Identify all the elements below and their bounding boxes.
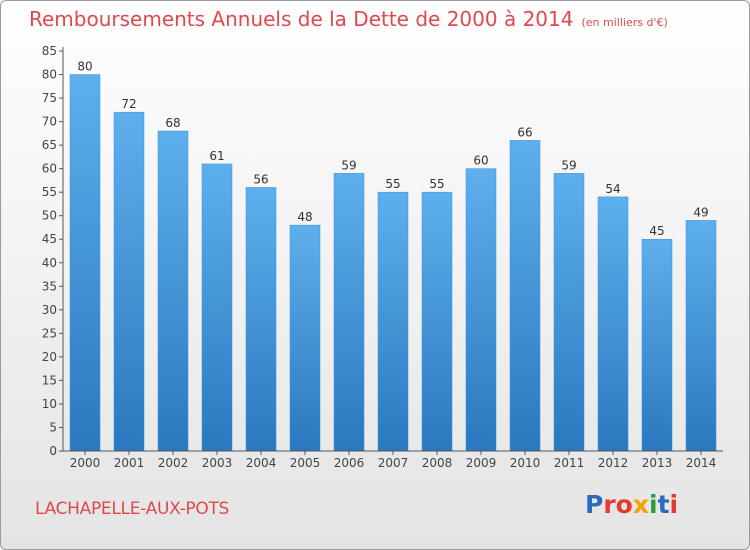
bar-2012 [597, 196, 629, 452]
bar-value-label: 59 [341, 158, 356, 172]
bar-value-label: 48 [297, 210, 312, 224]
y-tick-label: 20 [42, 350, 57, 364]
bar-2013 [641, 238, 673, 452]
x-tick-label: 2005 [290, 456, 321, 470]
x-tick-label: 2000 [70, 456, 101, 470]
bar-2005 [289, 224, 321, 452]
y-tick-label: 35 [42, 279, 57, 293]
bar-2014 [685, 220, 717, 452]
y-tick-label: 40 [42, 256, 57, 270]
x-tick-label: 2007 [378, 456, 409, 470]
bar-value-label: 56 [253, 172, 268, 186]
x-tick-label: 2012 [598, 456, 629, 470]
y-tick-label: 75 [42, 91, 57, 105]
commune-name: LACHAPELLE-AUX-POTS [35, 499, 230, 519]
axes-group: 0 5 10 15 20 25 30 35 40 45 50 55 60 65 70 75 80 85 2000 20… [42, 44, 723, 470]
y-tick-label: 30 [42, 303, 57, 317]
x-tick-label: 2004 [246, 456, 277, 470]
bar-2001 [113, 111, 145, 452]
chart-title: Remboursements Annuels de la Dette de 20… [29, 7, 668, 31]
bar-2000 [69, 74, 101, 452]
y-tick-label: 70 [42, 115, 57, 129]
x-tick-label: 2008 [422, 456, 453, 470]
bars-group: 80 72 68 61 56 48 59 55 55 60 66 59 54 45 49 [69, 60, 717, 452]
bar-2011 [553, 173, 585, 452]
bar-value-label: 59 [561, 158, 576, 172]
y-tick-label: 10 [42, 397, 57, 411]
proxiti-logo: Proxiti [585, 490, 678, 519]
y-tick-label: 60 [42, 162, 57, 176]
bar-2007 [377, 191, 409, 452]
bar-2003 [201, 163, 233, 452]
bar-2008 [421, 191, 453, 452]
bar-value-label: 54 [605, 182, 620, 196]
bar-2002 [157, 130, 189, 452]
y-tick-label: 45 [42, 232, 57, 246]
y-tick-label: 80 [42, 68, 57, 82]
x-tick-label: 2006 [334, 456, 365, 470]
y-tick-label: 0 [49, 444, 57, 458]
y-tick-label: 15 [42, 373, 57, 387]
bar-value-label: 49 [693, 205, 708, 219]
bar-value-label: 80 [77, 60, 92, 74]
logo-letter: r [603, 490, 616, 519]
y-tick-label: 5 [49, 420, 57, 434]
x-tick-label: 2011 [554, 456, 585, 470]
bar-value-label: 60 [473, 154, 488, 168]
x-tick-label: 2001 [114, 456, 145, 470]
x-tick-label: 2013 [642, 456, 673, 470]
bar-value-label: 45 [649, 224, 664, 238]
x-tick-label: 2002 [158, 456, 189, 470]
bar-value-label: 55 [429, 177, 444, 191]
y-tick-label: 50 [42, 209, 57, 223]
bar-2009 [465, 168, 497, 452]
x-tick-label: 2009 [466, 456, 497, 470]
bar-value-label: 72 [121, 97, 136, 111]
y-tick-label: 55 [42, 185, 57, 199]
logo-letter: P [585, 490, 604, 519]
x-tick-label: 2010 [510, 456, 541, 470]
bar-value-label: 68 [165, 116, 180, 130]
bar-value-label: 61 [209, 149, 224, 163]
bar-2010 [509, 140, 541, 452]
y-tick-label: 25 [42, 326, 57, 340]
bar-value-label: 66 [517, 125, 532, 139]
bar-value-label: 55 [385, 177, 400, 191]
logo-letter: x [632, 490, 649, 519]
y-tick-label: 85 [42, 44, 57, 58]
bar-2004 [245, 187, 277, 452]
x-tick-label: 2014 [686, 456, 717, 470]
logo-letter: i [649, 490, 658, 519]
logo-letter: t [657, 490, 670, 519]
chart-title-text: Remboursements Annuels de la Dette de 20… [29, 7, 574, 31]
chart-unit: (en milliers d'€) [581, 16, 668, 29]
bar-2006 [333, 173, 365, 452]
y-tick-label: 65 [42, 138, 57, 152]
x-tick-label: 2003 [202, 456, 233, 470]
logo-letter: i [669, 490, 679, 519]
logo-letter: o [615, 490, 633, 519]
